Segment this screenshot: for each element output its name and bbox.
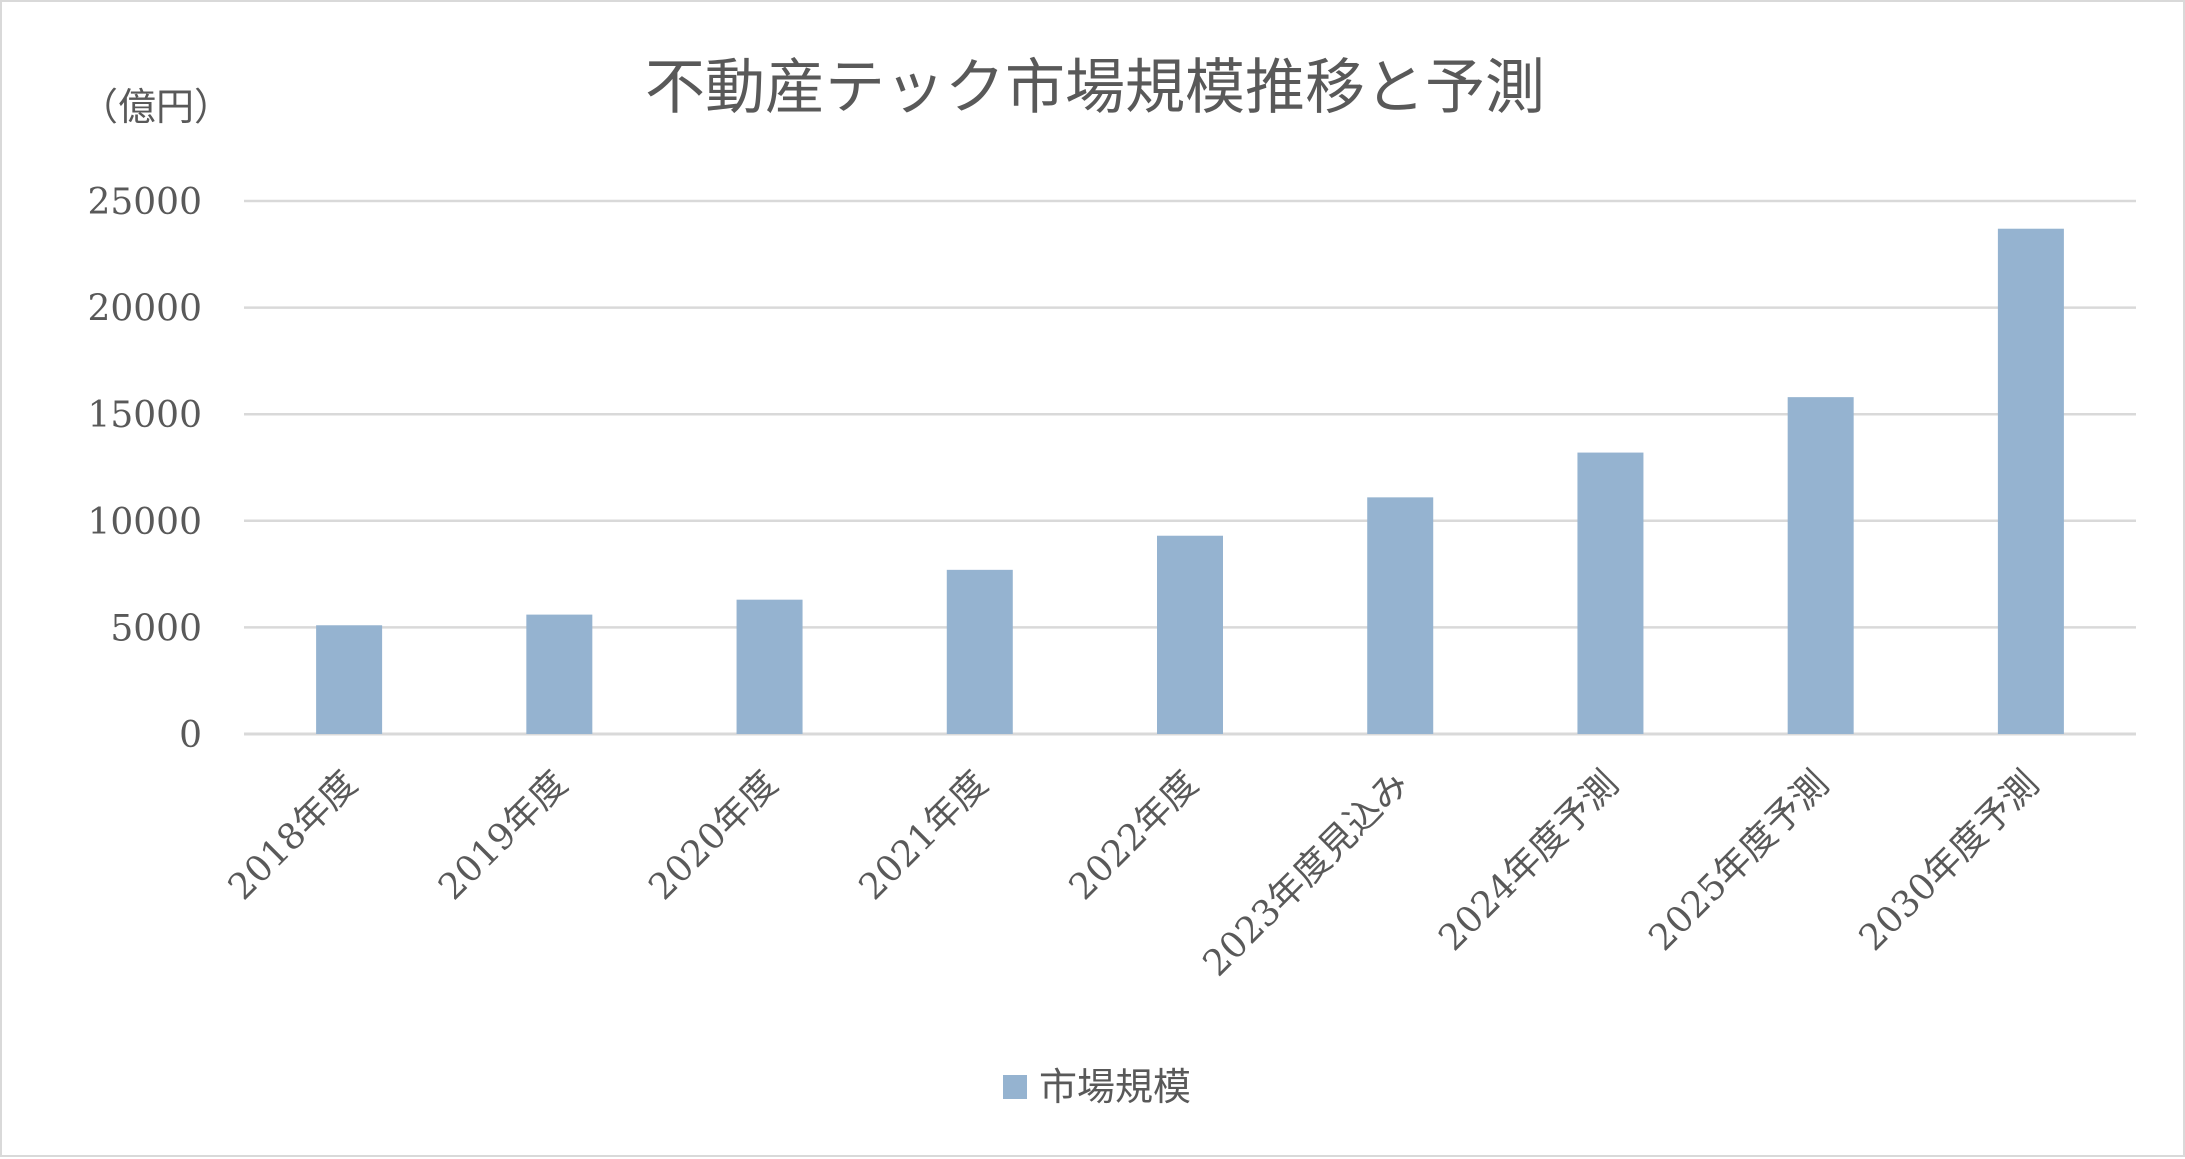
- x-tick-label: 2023年度見込み: [1196, 763, 1417, 984]
- bar: [736, 599, 803, 734]
- legend-swatch: [1003, 1075, 1027, 1099]
- bar: [946, 569, 1013, 734]
- bar: [316, 625, 383, 734]
- bar: [1157, 535, 1223, 734]
- y-tick-label: 15000: [87, 395, 202, 436]
- x-tick-label: 2021年度: [851, 763, 996, 908]
- x-tick-label: 2018年度: [221, 763, 366, 908]
- y-tick-label: 20000: [87, 289, 202, 330]
- bars: [316, 228, 2064, 734]
- chart-title: 不動産テック市場規模推移と予測: [645, 53, 1545, 123]
- x-tick-label: 2019年度: [431, 763, 576, 908]
- x-tick-label: 2020年度: [641, 763, 786, 908]
- y-tick-label: 5000: [110, 608, 202, 649]
- legend: 市場規模: [1003, 1065, 1191, 1109]
- x-tick-label: 2030年度予測: [1852, 763, 2048, 959]
- y-tick-label: 25000: [87, 182, 202, 223]
- x-tick-label: 2024年度予測: [1431, 763, 1627, 959]
- bar: [1997, 228, 2064, 734]
- y-tick-label: 10000: [87, 502, 202, 543]
- x-tick-label: 2025年度予測: [1641, 763, 1837, 959]
- bar: [1787, 397, 1854, 734]
- y-axis-ticks: 0 5000 10000 15000 20000 25000: [87, 182, 202, 756]
- bar: [1577, 452, 1644, 734]
- y-tick-label: 0: [179, 715, 202, 756]
- bar: [1367, 497, 1434, 734]
- legend-label: 市場規模: [1039, 1065, 1191, 1109]
- y-axis-unit-label: （億円）: [80, 85, 232, 129]
- x-tick-label: 2022年度: [1062, 763, 1207, 908]
- bar: [526, 614, 593, 734]
